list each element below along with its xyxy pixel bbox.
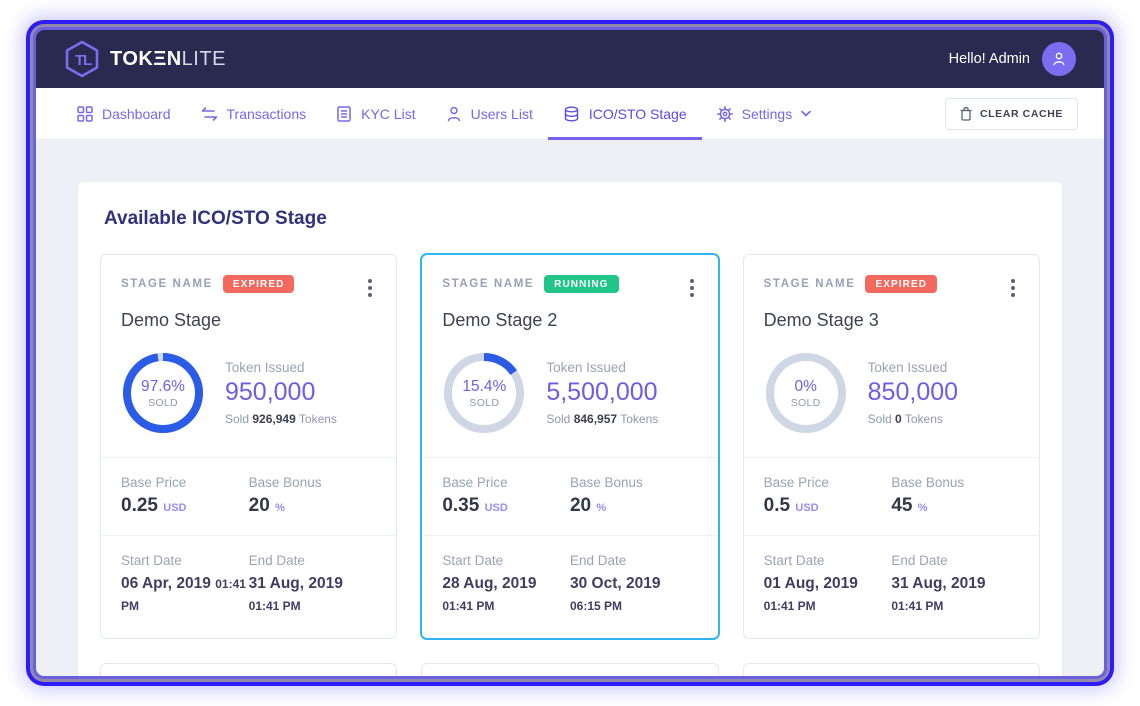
stage-title: Demo Stage [121, 310, 222, 330]
stage-card-demo-stage-3: STAGE NAME EXPIRED Demo Stage 3 [742, 254, 1040, 639]
start-date-label: Start Date [763, 553, 825, 568]
top-header: T L TOKΞNLITE Hello! Admin [36, 30, 1104, 88]
sold-donut-chart: 0% SOLD [764, 351, 848, 435]
stage-name-label: STAGE NAME [442, 278, 535, 290]
nav-label: KYC List [361, 105, 416, 122]
end-date-value: 31 Aug, 2019 01:41 PM [891, 575, 986, 614]
base-price-label: Base Price [442, 475, 508, 490]
svg-text:L: L [83, 52, 92, 69]
kyc-list-icon [337, 105, 351, 122]
nav-label: Dashboard [102, 105, 171, 122]
base-bonus-label: Base Bonus [891, 475, 965, 490]
start-date-value: 28 Aug, 2019 01:41 PM [442, 575, 537, 614]
base-bonus-label: Base Bonus [248, 475, 322, 490]
sold-percent: 0% [794, 377, 817, 395]
sold-label: SOLD [469, 396, 500, 409]
token-issued-value: 5,500,000 [546, 378, 658, 406]
base-bonus-value: 20 % [569, 495, 607, 516]
stage-card-partial [100, 662, 398, 676]
nav-label: Users List [470, 105, 533, 122]
sold-percent: 97.6% [141, 377, 185, 395]
end-date-label: End Date [891, 553, 948, 568]
nav-label: Transactions [226, 105, 307, 122]
base-price-value: 0.25 USD [121, 495, 187, 516]
users-list-icon [447, 106, 460, 121]
end-date-value: 30 Oct, 2019 06:15 PM [569, 575, 661, 614]
start-date-value: 01 Aug, 2019 01:41 PM [763, 575, 858, 614]
gear-icon [716, 105, 733, 122]
stage-card-partial [421, 662, 719, 676]
nav-label: Settings [741, 105, 793, 122]
sold-tokens-line: Sold 0 Tokens [867, 412, 943, 426]
clear-cache-button[interactable]: CLEAR CACHE [944, 97, 1078, 130]
status-badge: RUNNING [544, 275, 619, 293]
card-menu-icon[interactable] [1007, 275, 1019, 301]
card-menu-icon[interactable] [364, 275, 376, 301]
trash-icon [960, 106, 972, 121]
nav-item-ico-sto-stage[interactable]: ICO/STO Stage [548, 88, 702, 140]
nav-item-users-list[interactable]: Users List [431, 88, 548, 140]
base-price-label: Base Price [121, 475, 187, 490]
sold-tokens-line: Sold 846,957 Tokens [546, 412, 659, 426]
nav-item-settings[interactable]: Settings [702, 88, 827, 140]
user-avatar[interactable] [1042, 42, 1076, 76]
end-date-value: 31 Aug, 2019 01:41 PM [248, 575, 343, 614]
stage-card-demo-stage: STAGE NAME EXPIRED Demo Stage [100, 254, 398, 639]
token-issued-value: 850,000 [867, 378, 959, 406]
stage-card-demo-stage-2: STAGE NAME RUNNING Demo Stage 2 [421, 254, 719, 639]
stage-card-partial [742, 662, 1040, 676]
token-issued-value: 950,000 [225, 378, 316, 406]
stages-panel: Available ICO/STO Stage STAGE NAME EXPIR… [78, 182, 1062, 676]
nav-item-kyc-list[interactable]: KYC List [321, 88, 430, 140]
brand-name: TOKΞNLITE [110, 47, 226, 70]
main-navbar: Dashboard Transactions KYC List Users [36, 88, 1104, 140]
nav-item-dashboard[interactable]: Dashboard [62, 88, 186, 140]
dashboard-icon [77, 105, 93, 122]
end-date-label: End Date [569, 553, 627, 568]
nav-item-transactions[interactable]: Transactions [186, 88, 322, 140]
svg-text:T: T [75, 52, 84, 69]
sold-donut-chart: 97.6% SOLD [121, 351, 205, 435]
coins-icon [564, 106, 579, 122]
stage-cards-row-1: STAGE NAME EXPIRED Demo Stage [100, 254, 1040, 639]
stage-name-label: STAGE NAME [763, 278, 856, 290]
clear-cache-label: CLEAR CACHE [979, 107, 1063, 120]
sold-tokens-line: Sold 926,949 Tokens [225, 412, 337, 426]
stage-cards-row-2 [100, 662, 1040, 676]
base-price-value: 0.35 USD [442, 495, 508, 516]
sold-percent: 15.4% [462, 377, 507, 395]
card-menu-icon[interactable] [686, 275, 698, 301]
user-icon [1053, 52, 1065, 66]
token-issued-label: Token Issued [225, 360, 305, 375]
transactions-icon [201, 106, 217, 121]
sold-label: SOLD [148, 396, 178, 409]
app-window: T L TOKΞNLITE Hello! Admin Dashbo [36, 30, 1104, 676]
token-issued-label: Token Issued [867, 360, 948, 375]
brand-logo[interactable]: T L TOKΞNLITE [64, 40, 226, 78]
main-content: Available ICO/STO Stage STAGE NAME EXPIR… [36, 140, 1104, 676]
token-issued-label: Token Issued [546, 360, 626, 375]
base-price-label: Base Price [763, 475, 829, 490]
base-bonus-value: 45 % [891, 495, 928, 516]
sold-label: SOLD [790, 396, 821, 409]
base-price-value: 0.5 USD [763, 495, 819, 516]
greeting-text: Hello! Admin [948, 51, 1030, 67]
nav-label: ICO/STO Stage [588, 105, 687, 122]
status-badge: EXPIRED [222, 275, 295, 293]
start-date-value: 06 Apr, 2019 01:41 PM [121, 575, 246, 614]
stage-title: Demo Stage 2 [442, 310, 558, 330]
start-date-label: Start Date [442, 553, 504, 568]
sold-donut-chart: 15.4% SOLD [442, 351, 526, 435]
base-bonus-label: Base Bonus [569, 475, 643, 490]
stage-title: Demo Stage 3 [763, 310, 879, 330]
page-title: Available ICO/STO Stage [104, 208, 327, 229]
end-date-label: End Date [248, 553, 305, 568]
stage-name-label: STAGE NAME [121, 278, 213, 290]
tokenlite-hexagon-icon: T L [65, 40, 99, 78]
chevron-down-icon [801, 110, 812, 117]
start-date-label: Start Date [121, 553, 182, 568]
base-bonus-value: 20 % [248, 495, 285, 516]
status-badge: EXPIRED [865, 275, 938, 293]
